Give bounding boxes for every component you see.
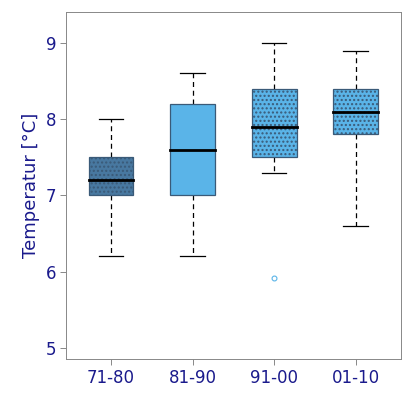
Bar: [170, 104, 215, 195]
Bar: [333, 89, 378, 134]
Bar: [252, 89, 297, 157]
Bar: [88, 157, 133, 195]
Y-axis label: Temperatur [°C]: Temperatur [°C]: [22, 113, 40, 259]
